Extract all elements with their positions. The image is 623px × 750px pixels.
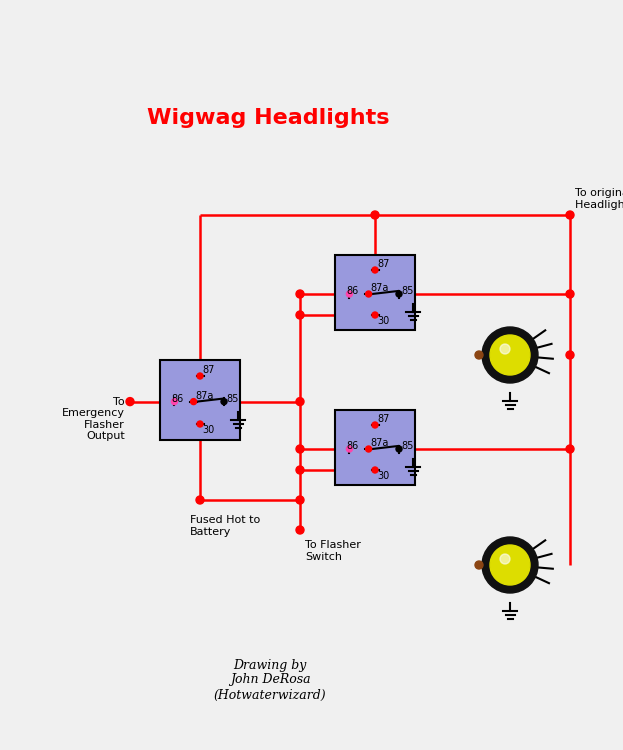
Circle shape bbox=[366, 446, 371, 452]
Circle shape bbox=[396, 291, 402, 297]
Circle shape bbox=[296, 290, 304, 298]
Circle shape bbox=[490, 545, 530, 585]
Circle shape bbox=[296, 526, 304, 534]
Text: 30: 30 bbox=[377, 316, 389, 326]
Text: 87a: 87a bbox=[371, 283, 389, 293]
Circle shape bbox=[475, 351, 483, 359]
Text: 85: 85 bbox=[226, 394, 239, 404]
Text: 85: 85 bbox=[401, 286, 414, 296]
Text: 86: 86 bbox=[346, 441, 359, 451]
Circle shape bbox=[482, 327, 538, 383]
Circle shape bbox=[191, 398, 197, 404]
Bar bbox=[335, 410, 415, 485]
Bar bbox=[160, 360, 240, 440]
Circle shape bbox=[197, 421, 203, 427]
Text: Drawing by
John DeRosa
(Hotwaterwizard): Drawing by John DeRosa (Hotwaterwizard) bbox=[214, 658, 326, 701]
Circle shape bbox=[372, 312, 378, 318]
Circle shape bbox=[296, 466, 304, 474]
Circle shape bbox=[366, 291, 371, 297]
Text: 87a: 87a bbox=[371, 438, 389, 448]
Circle shape bbox=[500, 344, 510, 354]
Circle shape bbox=[221, 398, 227, 404]
Text: 85: 85 bbox=[401, 441, 414, 451]
Text: 87a: 87a bbox=[196, 391, 214, 400]
Circle shape bbox=[566, 290, 574, 298]
Circle shape bbox=[296, 496, 304, 504]
Circle shape bbox=[371, 211, 379, 219]
Circle shape bbox=[500, 554, 510, 564]
Text: 87: 87 bbox=[202, 365, 214, 375]
Circle shape bbox=[346, 291, 353, 297]
Circle shape bbox=[372, 467, 378, 473]
Text: 30: 30 bbox=[377, 471, 389, 481]
Circle shape bbox=[372, 267, 378, 273]
Text: Fused Hot to
Battery: Fused Hot to Battery bbox=[190, 515, 260, 536]
Circle shape bbox=[296, 311, 304, 319]
Text: To
Emergency
Flasher
Output: To Emergency Flasher Output bbox=[62, 397, 125, 442]
Text: 86: 86 bbox=[171, 394, 184, 404]
Circle shape bbox=[475, 561, 483, 569]
Circle shape bbox=[196, 496, 204, 504]
Text: 87: 87 bbox=[377, 259, 389, 269]
Circle shape bbox=[566, 445, 574, 453]
Circle shape bbox=[126, 398, 134, 406]
Circle shape bbox=[296, 398, 304, 406]
Circle shape bbox=[171, 398, 178, 404]
Circle shape bbox=[296, 445, 304, 453]
Text: 87: 87 bbox=[377, 414, 389, 424]
Text: 30: 30 bbox=[202, 425, 214, 435]
Circle shape bbox=[372, 422, 378, 428]
Circle shape bbox=[490, 335, 530, 375]
Text: Wigwag Headlights: Wigwag Headlights bbox=[146, 108, 389, 128]
Circle shape bbox=[396, 446, 402, 452]
Circle shape bbox=[197, 373, 203, 379]
Text: To Flasher
Switch: To Flasher Switch bbox=[305, 540, 361, 562]
Text: To original
Headlight wires: To original Headlight wires bbox=[575, 188, 623, 210]
Bar bbox=[335, 255, 415, 330]
Circle shape bbox=[482, 537, 538, 593]
Text: 86: 86 bbox=[346, 286, 359, 296]
Circle shape bbox=[566, 351, 574, 359]
Circle shape bbox=[566, 211, 574, 219]
Circle shape bbox=[346, 446, 353, 452]
